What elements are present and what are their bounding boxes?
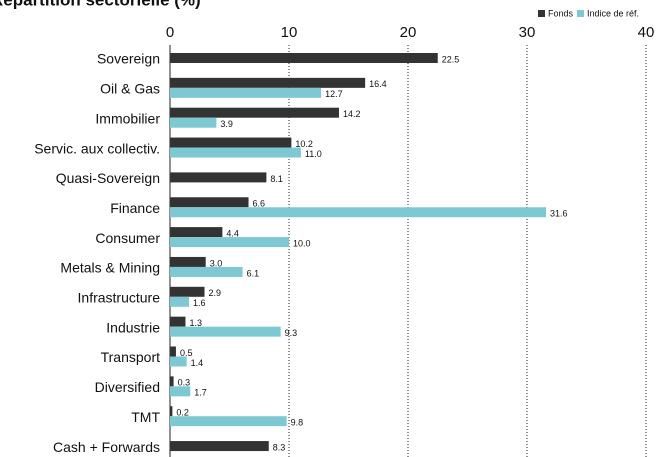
legend-swatch	[538, 10, 545, 17]
value-label: 0.2	[176, 408, 189, 418]
bar	[170, 107, 339, 118]
value-label: 9.3	[285, 328, 298, 338]
x-tick-label: 0	[166, 24, 174, 41]
value-label: 8.3	[273, 442, 286, 452]
value-label: 2.9	[209, 288, 222, 298]
y-tick-label: Transport	[101, 349, 161, 365]
x-tick-label: 40	[638, 24, 655, 41]
value-label: 11.0	[305, 149, 322, 159]
bar	[170, 416, 287, 427]
value-label: 0.3	[178, 378, 191, 388]
legend-label: Fonds	[548, 8, 574, 18]
y-tick-label: Industrie	[106, 319, 160, 335]
bar	[170, 296, 190, 307]
bar	[170, 346, 176, 357]
value-label: 10.2	[295, 139, 313, 149]
value-label: 12.7	[325, 89, 343, 99]
bar	[170, 197, 249, 208]
y-tick-label: Metals & Mining	[60, 260, 160, 276]
value-label: 22.5	[442, 54, 460, 64]
bar	[170, 117, 217, 128]
x-tick-label: 20	[400, 24, 417, 41]
chart-title: Répartition sectorielle (%)	[0, 0, 201, 9]
value-label: 8.1	[270, 174, 283, 184]
y-tick-label: Servic. aux collectiv.	[34, 140, 160, 156]
bar	[170, 441, 269, 452]
bar	[170, 237, 289, 248]
y-tick-label: Diversified	[95, 379, 160, 395]
bar	[170, 316, 186, 327]
bar	[170, 147, 301, 158]
y-tick-label: TMT	[131, 409, 160, 425]
bar	[170, 53, 438, 63]
value-label: 10.0	[293, 238, 311, 248]
y-tick-label: Oil & Gas	[100, 81, 160, 97]
bar	[170, 87, 322, 98]
y-tick-label: Consumer	[95, 230, 160, 246]
y-tick-label: Sovereign	[97, 51, 160, 67]
y-tick-label: Quasi-Sovereign	[56, 170, 160, 186]
bar	[170, 326, 281, 337]
value-label: 9.8	[291, 418, 304, 428]
value-label: 1.7	[194, 388, 207, 398]
y-tick-label: Infrastructure	[78, 290, 161, 306]
bar	[170, 286, 205, 297]
value-label: 6.1	[247, 268, 260, 278]
legend-swatch	[577, 10, 584, 17]
value-label: 14.2	[343, 109, 361, 119]
bar	[170, 266, 243, 277]
bar	[170, 406, 173, 417]
y-tick-label: Immobilier	[95, 110, 160, 126]
x-tick-label: 30	[519, 24, 536, 41]
value-label: 4.4	[226, 228, 239, 238]
legend-label: Indice de réf.	[587, 8, 639, 18]
y-tick-label: Finance	[110, 200, 160, 216]
value-label: 31.6	[550, 209, 568, 219]
value-label: 6.6	[253, 199, 266, 209]
value-label: 1.3	[189, 318, 202, 328]
value-label: 0.5	[180, 348, 193, 358]
bar	[170, 207, 547, 218]
value-label: 3.9	[220, 119, 233, 129]
bar	[170, 356, 187, 367]
value-label: 3.0	[210, 258, 223, 268]
value-label: 1.6	[193, 298, 206, 308]
y-tick-label: Cash + Forwards	[53, 439, 160, 455]
bar	[170, 77, 366, 88]
bar	[170, 256, 206, 267]
bar	[170, 376, 174, 387]
bar	[170, 172, 267, 183]
value-label: 1.4	[191, 358, 204, 368]
bar	[170, 227, 223, 238]
bar	[170, 386, 191, 397]
bar	[170, 137, 292, 148]
x-tick-label: 10	[281, 24, 298, 41]
value-label: 16.4	[369, 79, 387, 89]
